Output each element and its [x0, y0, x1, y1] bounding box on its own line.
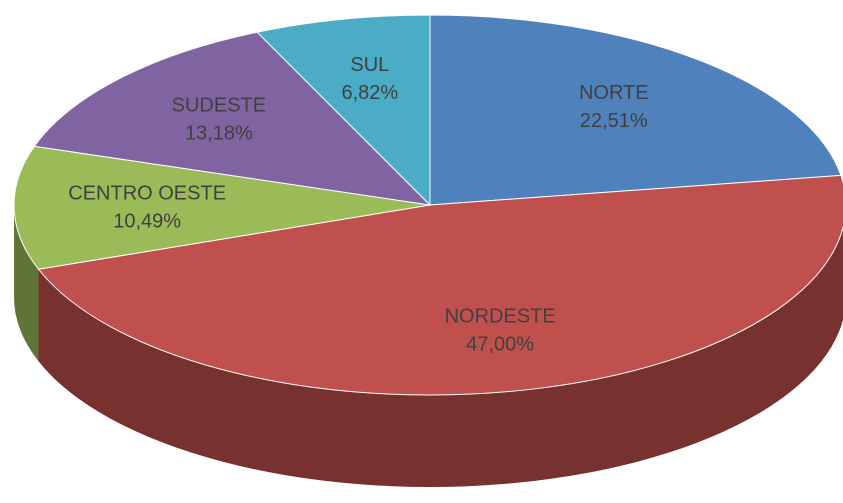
slice-label: NORTE — [579, 82, 649, 104]
slice — [13, 145, 431, 270]
value-label: 13,18% — [185, 122, 253, 144]
slice-label: NORDESTE — [445, 305, 556, 327]
value-label: 22,51% — [580, 110, 648, 132]
value-label: 47,00% — [466, 333, 534, 355]
slice-side — [14, 205, 39, 362]
value-label: 6,82% — [341, 82, 398, 104]
slice-label: SUL — [350, 54, 389, 76]
slice-label: CENTRO OESTE — [68, 182, 226, 204]
slice — [33, 31, 432, 206]
slice-side — [38, 227, 843, 487]
slice-label: SUDESTE — [172, 94, 266, 116]
value-label: 10,49% — [113, 210, 181, 232]
slice — [256, 14, 431, 207]
slice — [429, 14, 842, 206]
slice — [37, 174, 843, 396]
